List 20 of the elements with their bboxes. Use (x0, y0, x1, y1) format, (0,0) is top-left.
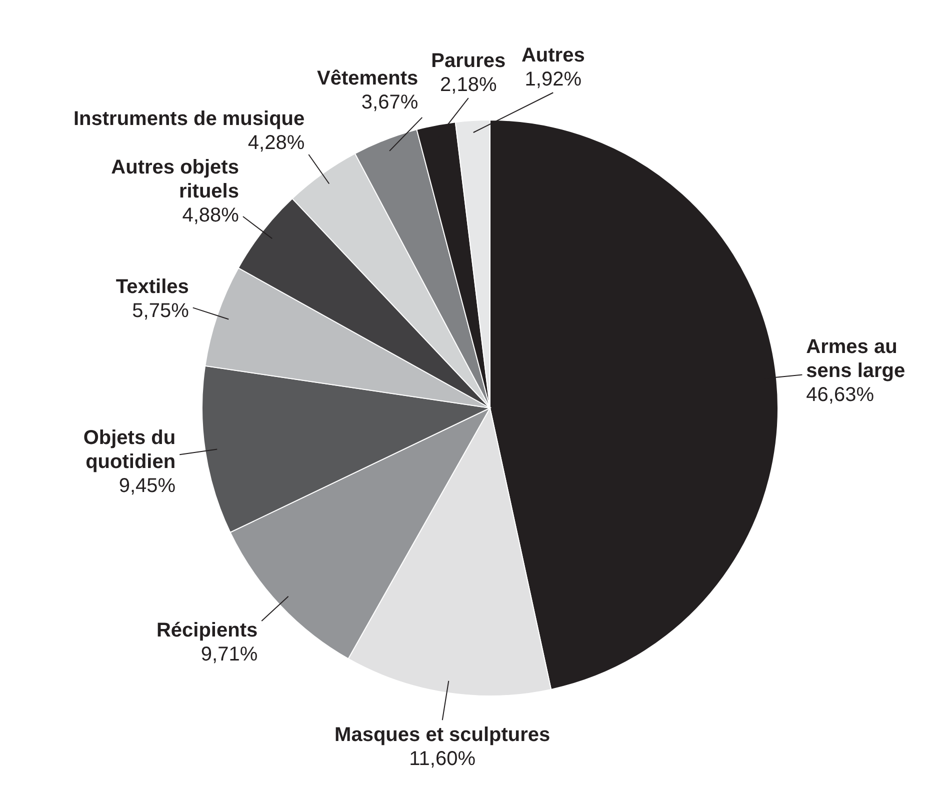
slice-label: Vêtements (317, 67, 418, 90)
slice-label: Parures (431, 50, 506, 72)
data-label: 9,45% (118, 474, 176, 497)
slice-label: Instruments de musique (74, 108, 305, 130)
data-label: 4,28% (248, 132, 305, 154)
slice-label: Autres (521, 44, 585, 67)
slice-label: Masques et sculptures (334, 724, 550, 746)
data-label: 1,92% (524, 68, 582, 91)
data-label: 2,18% (440, 74, 497, 96)
slice-label: Textiles (116, 276, 189, 298)
slice-label: Autres objets rituels (111, 156, 239, 203)
data-label: 5,75% (132, 300, 190, 322)
data-label: 4,88% (182, 204, 240, 227)
slice-label: Objets du quotidien (83, 426, 176, 473)
slice-label: Récipients (156, 619, 258, 642)
data-label: 3,67% (361, 91, 418, 114)
slice-label: Armes au sens large (806, 336, 906, 382)
data-label: 9,71% (200, 643, 258, 666)
data-label: 11,60% (409, 748, 476, 770)
data-label: 46,63% (806, 384, 874, 406)
